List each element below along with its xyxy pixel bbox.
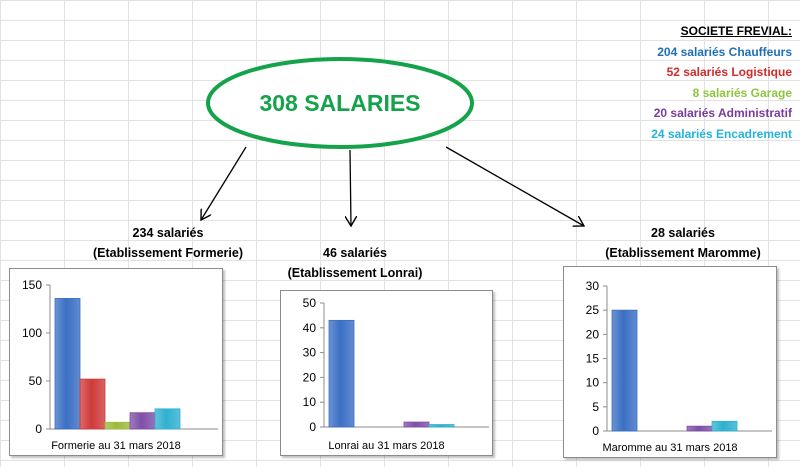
y-tick-label: 0 (592, 424, 599, 438)
y-tick-label: 20 (586, 327, 600, 341)
bar-chauffeurs (611, 309, 638, 432)
chart-maromme: 0 5 10 15 20 25 30 Maromme au 31 mars 2018 (563, 266, 777, 458)
bar-chauffeurs (328, 319, 355, 428)
establishment-formerie-label: 234 salariés (Etablissement Formerie) (58, 223, 278, 263)
establishment-maromme-label: 28 salariés (Etablissement Maromme) (568, 223, 798, 263)
y-tick-label: 100 (22, 326, 42, 340)
formerie-name: (Etablissement Formerie) (92, 246, 244, 260)
y-tick-label: 150 (22, 278, 42, 292)
y-tick-label: 15 (586, 352, 600, 366)
bar-administratif (403, 421, 430, 428)
maromme-name: (Etablissement Maromme) (605, 246, 761, 260)
y-tick-label: 10 (303, 395, 317, 409)
legend-item-chauffeurs: 204 salariés Chauffeurs (657, 44, 792, 59)
maromme-count: 28 salariés (651, 226, 715, 240)
chart-lonrai-plot: 0 10 20 30 40 50 (303, 296, 489, 434)
bar-garage (104, 421, 131, 430)
bar-encadrement (154, 408, 181, 430)
chart-lonrai-caption: Lonrai au 31 mars 2018 (328, 440, 445, 452)
total-employees-label: 308 SALARIES (259, 89, 421, 116)
bar-logistique (79, 378, 106, 430)
y-tick-label: 50 (29, 374, 43, 388)
y-tick-label: 30 (586, 279, 600, 293)
legend-item-logistique: 52 salariés Logistique (666, 65, 792, 79)
y-tick-label: 50 (303, 296, 317, 310)
arrow-to-lonrai (350, 149, 351, 226)
chart-maromme-plot: 0 5 10 15 20 25 30 (586, 279, 772, 438)
y-tick-label: 40 (303, 321, 317, 335)
lonrai-count: 46 salariés (323, 246, 387, 260)
arrow-to-formerie (201, 146, 247, 220)
y-tick-label: 0 (309, 420, 316, 434)
company-legend: SOCIETE FREVIAL: 204 salariés Chauffeurs… (651, 21, 792, 144)
formerie-count: 234 salariés (132, 226, 204, 240)
bar-encadrement (428, 424, 455, 428)
establishment-lonrai-label: 46 salariés (Etablissement Lonrai) (240, 243, 470, 283)
legend-title: SOCIETE FREVIAL: (680, 24, 792, 38)
total-ellipse (206, 57, 474, 149)
y-tick-label: 0 (35, 422, 42, 436)
y-tick-label: 10 (586, 376, 600, 390)
arrow-to-maromme (445, 146, 584, 226)
bar-chauffeurs (54, 298, 81, 430)
chart-maromme-caption: Maromme au 31 mars 2018 (602, 442, 738, 454)
chart-lonrai: 0 10 20 30 40 50 Lonrai au 31 mars 2018 (280, 290, 493, 456)
chart-formerie: 0 50 100 150 Formerie au 31 mars 2018 (9, 268, 223, 456)
legend-item-encadrement: 24 salariés Encadrement (651, 126, 792, 141)
bar-administratif (129, 412, 156, 430)
legend-item-administratif: 20 salariés Administratif (653, 106, 792, 120)
bar-administratif (686, 425, 713, 432)
lonrai-name: (Etablissement Lonrai) (287, 266, 423, 280)
chart-formerie-plot: 0 50 100 150 (22, 278, 218, 436)
bar-encadrement (711, 420, 738, 432)
chart-formerie-caption: Formerie au 31 mars 2018 (51, 440, 181, 452)
y-tick-label: 25 (586, 303, 600, 317)
y-tick-label: 5 (592, 400, 599, 414)
y-tick-label: 20 (303, 370, 317, 384)
legend-item-garage: 8 salariés Garage (692, 85, 792, 100)
y-tick-label: 30 (303, 346, 317, 360)
